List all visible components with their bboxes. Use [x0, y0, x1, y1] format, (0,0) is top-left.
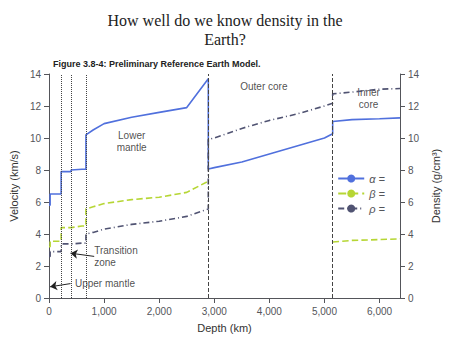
svg-text:α =: α =: [369, 173, 385, 185]
svg-text:14: 14: [30, 69, 42, 80]
svg-text:4: 4: [35, 229, 41, 240]
svg-text:12: 12: [408, 101, 420, 112]
svg-text:4: 4: [408, 229, 414, 240]
svg-text:Upper mantle: Upper mantle: [75, 278, 135, 289]
svg-text:Inner: Inner: [357, 87, 380, 98]
svg-text:Figure 3.8-4: Preliminary Refe: Figure 3.8-4: Preliminary Reference Eart…: [53, 59, 261, 69]
svg-text:12: 12: [30, 101, 42, 112]
svg-text:zone: zone: [94, 257, 116, 268]
svg-text:Outer core: Outer core: [240, 81, 288, 92]
svg-text:4,000: 4,000: [257, 306, 282, 317]
svg-text:mantle: mantle: [117, 142, 147, 153]
svg-text:2: 2: [35, 261, 41, 272]
svg-text:2,000: 2,000: [147, 306, 172, 317]
svg-text:5,000: 5,000: [312, 306, 337, 317]
svg-text:6: 6: [408, 197, 414, 208]
svg-text:8: 8: [408, 165, 414, 176]
svg-text:Transition: Transition: [94, 245, 138, 256]
svg-text:10: 10: [30, 133, 42, 144]
svg-text:core: core: [359, 99, 379, 110]
svg-text:14: 14: [408, 69, 420, 80]
svg-text:3,000: 3,000: [202, 306, 227, 317]
svg-text:0: 0: [46, 306, 52, 317]
svg-text:Velocity (km/s): Velocity (km/s): [8, 150, 20, 222]
svg-text:How well do we know density in: How well do we know density in the: [107, 12, 342, 30]
svg-text:Depth (km): Depth (km): [197, 322, 251, 334]
svg-text:β =: β =: [368, 188, 385, 200]
svg-text:10: 10: [408, 133, 420, 144]
svg-text:2: 2: [408, 261, 414, 272]
svg-text:6: 6: [35, 197, 41, 208]
svg-text:ρ =: ρ =: [368, 203, 385, 215]
svg-text:1,000: 1,000: [92, 306, 117, 317]
svg-text:8: 8: [35, 165, 41, 176]
svg-text:Earth?: Earth?: [204, 31, 246, 48]
svg-text:6,000: 6,000: [367, 306, 392, 317]
svg-text:0: 0: [35, 293, 41, 304]
svg-text:Density (g/cm³): Density (g/cm³): [430, 149, 442, 224]
svg-text:Lower: Lower: [118, 130, 146, 141]
svg-text:0: 0: [408, 293, 414, 304]
